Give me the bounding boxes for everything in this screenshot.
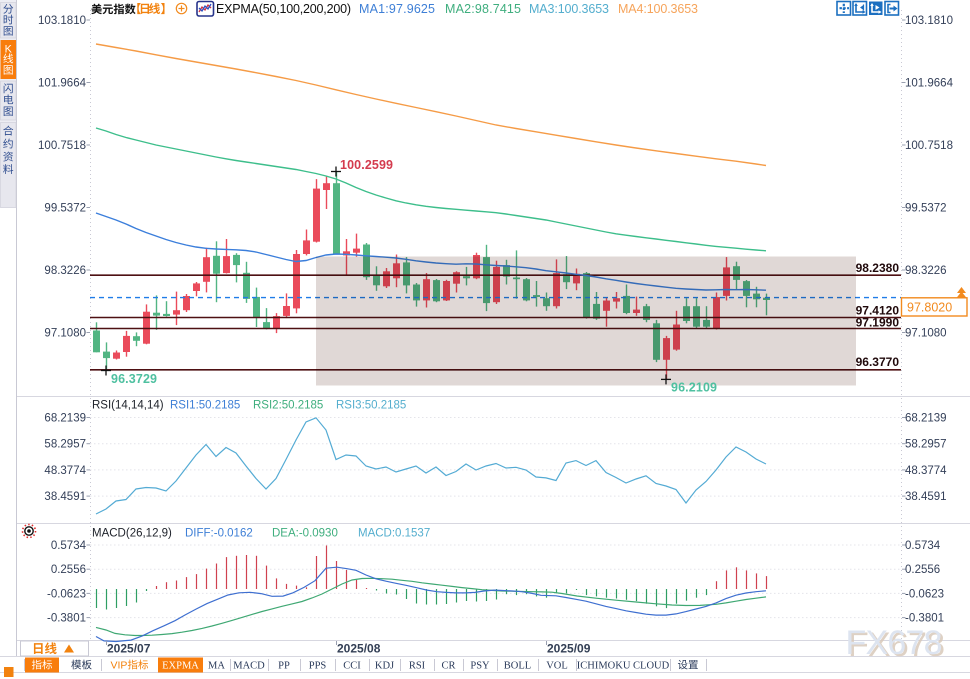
svg-text:0.2556: 0.2556 xyxy=(905,564,940,576)
svg-text:MA3:100.3653: MA3:100.3653 xyxy=(529,2,609,16)
svg-text:97.1080: 97.1080 xyxy=(905,328,947,340)
svg-text:-0.3801: -0.3801 xyxy=(47,613,86,625)
svg-text:MACD: MACD xyxy=(233,661,265,672)
svg-text:RSI3:50.2185: RSI3:50.2185 xyxy=(336,400,406,412)
svg-text:-0.3801: -0.3801 xyxy=(905,613,944,625)
svg-text:100.7518: 100.7518 xyxy=(905,140,953,152)
svg-text:99.5372: 99.5372 xyxy=(44,203,86,215)
svg-text:RSI2:50.2185: RSI2:50.2185 xyxy=(253,400,323,412)
svg-text:98.2380: 98.2380 xyxy=(856,261,900,275)
svg-text:103.1810: 103.1810 xyxy=(905,15,953,27)
svg-text:2025/09: 2025/09 xyxy=(547,642,591,656)
svg-text:97.1990: 97.1990 xyxy=(856,316,900,330)
svg-text:RSI1:50.2185: RSI1:50.2185 xyxy=(170,400,240,412)
svg-text:103.1810: 103.1810 xyxy=(38,15,86,27)
svg-text:48.3774: 48.3774 xyxy=(905,465,947,477)
svg-text:BOLL: BOLL xyxy=(504,661,531,672)
svg-text:98.3226: 98.3226 xyxy=(905,265,947,277)
svg-text:97.4120: 97.4120 xyxy=(856,304,900,318)
svg-text:-0.0623: -0.0623 xyxy=(905,588,944,600)
svg-text:RSI(14,14,14): RSI(14,14,14) xyxy=(92,400,164,412)
svg-text:99.5372: 99.5372 xyxy=(905,203,947,215)
svg-text:97.1080: 97.1080 xyxy=(44,328,86,340)
svg-text:58.2957: 58.2957 xyxy=(44,439,86,451)
svg-text:96.3770: 96.3770 xyxy=(856,355,900,369)
svg-text:FX678: FX678 xyxy=(846,624,943,662)
svg-text:FX678: FX678 xyxy=(848,626,945,664)
svg-text:2025/08: 2025/08 xyxy=(337,642,381,656)
svg-text:MACD:0.1537: MACD:0.1537 xyxy=(358,528,430,540)
svg-text:VOL: VOL xyxy=(546,661,568,672)
svg-text:58.2957: 58.2957 xyxy=(905,439,947,451)
svg-text:0.5734: 0.5734 xyxy=(905,540,941,552)
svg-text:MACD(26,12,9): MACD(26,12,9) xyxy=(92,528,172,540)
svg-text:ICHIMOKU CLOUD: ICHIMOKU CLOUD xyxy=(577,661,670,672)
svg-text:PPS: PPS xyxy=(309,661,327,672)
svg-text:68.2139: 68.2139 xyxy=(44,413,86,425)
svg-text:RSI: RSI xyxy=(409,661,426,672)
svg-text:98.3226: 98.3226 xyxy=(44,265,86,277)
svg-text:EXPMA: EXPMA xyxy=(162,661,199,672)
svg-text:100.2599: 100.2599 xyxy=(340,158,393,172)
svg-text:PP: PP xyxy=(278,661,290,672)
svg-text:CCI: CCI xyxy=(343,661,361,672)
svg-text:MA: MA xyxy=(208,661,225,672)
svg-text:PSY: PSY xyxy=(470,661,490,672)
svg-text:KDJ: KDJ xyxy=(375,661,394,672)
svg-text:CR: CR xyxy=(441,661,455,672)
svg-text:48.3774: 48.3774 xyxy=(44,465,86,477)
svg-text:101.9664: 101.9664 xyxy=(905,78,954,90)
svg-text:2025/07: 2025/07 xyxy=(107,642,151,656)
svg-text:100.7518: 100.7518 xyxy=(38,140,86,152)
svg-text:68.2139: 68.2139 xyxy=(905,413,947,425)
svg-text:DIFF:-0.0162: DIFF:-0.0162 xyxy=(185,528,253,540)
svg-text:97.8020: 97.8020 xyxy=(907,301,952,315)
svg-text:-0.0623: -0.0623 xyxy=(47,588,86,600)
svg-text:38.4591: 38.4591 xyxy=(44,491,86,503)
svg-text:101.9664: 101.9664 xyxy=(38,78,87,90)
svg-text:DEA:-0.0930: DEA:-0.0930 xyxy=(272,528,338,540)
svg-text:MA4:100.3653: MA4:100.3653 xyxy=(618,2,698,16)
svg-text:VIP: VIP xyxy=(111,660,128,672)
svg-text:0.5734: 0.5734 xyxy=(51,540,87,552)
svg-text:96.2109: 96.2109 xyxy=(671,381,717,395)
svg-text:38.4591: 38.4591 xyxy=(905,491,947,503)
svg-text:MA1:97.9625: MA1:97.9625 xyxy=(359,2,435,16)
svg-text:EXPMA(50,100,200,200): EXPMA(50,100,200,200) xyxy=(216,2,351,16)
svg-text:MA2:98.7415: MA2:98.7415 xyxy=(445,2,521,16)
svg-text:96.3729: 96.3729 xyxy=(111,372,157,386)
svg-text:0.2556: 0.2556 xyxy=(51,564,86,576)
svg-text:K: K xyxy=(5,43,13,55)
